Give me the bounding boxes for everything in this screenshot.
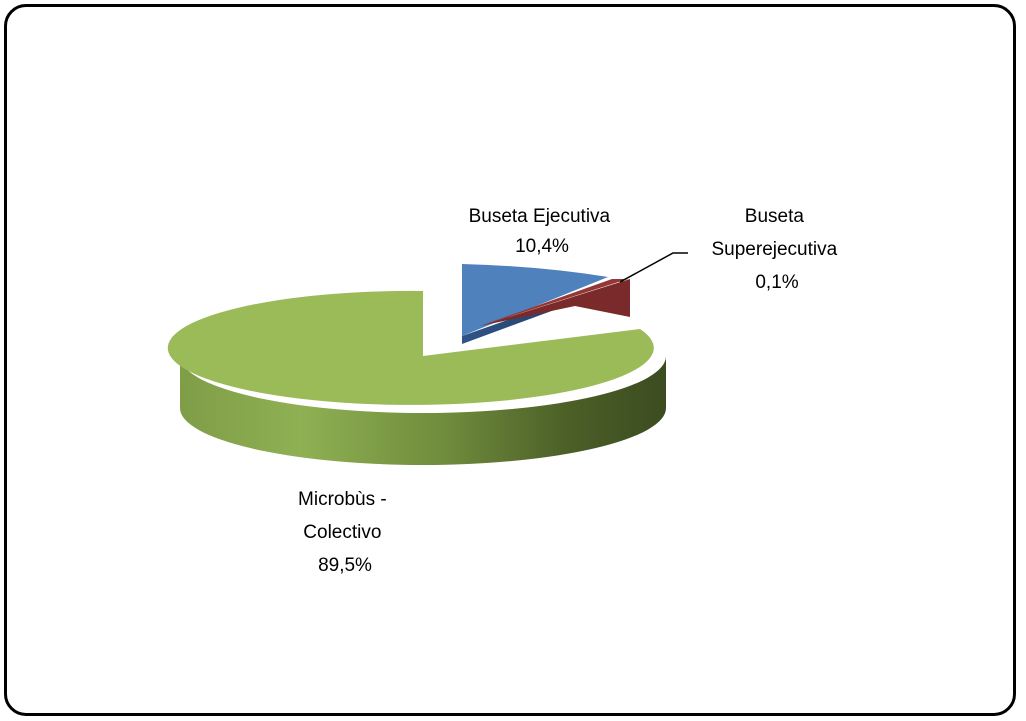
slice-buseta-superejecutiva-side [480,279,630,326]
label-microbus-colectivo: Microbùs - Colectivo 89,5% [298,489,392,576]
label-buseta-ejecutiva-line1: Buseta Ejecutiva [469,206,611,227]
slice-microbus-top [167,290,654,405]
leader-line-superejecutiva [619,252,688,283]
label-buseta-superejecutiva-value: 0,1% [755,272,798,293]
label-buseta-ejecutiva-value: 10,4% [515,236,569,257]
slice-buseta-superejecutiva-top [480,279,628,326]
slice-microbus-side [180,356,666,465]
label-microbus-line2: Colectivo [303,522,381,543]
label-microbus-value: 89,5% [318,555,372,576]
slice-microbus-colectivo [167,290,666,465]
slice-buseta-superejecutiva [480,279,630,326]
slice-buseta-ejecutiva-top [462,264,608,336]
label-microbus-line1: Microbùs - [298,489,387,510]
label-buseta-ejecutiva: Buseta Ejecutiva 10,4% [469,206,616,257]
label-buseta-superejecutiva: Buseta Superejecutiva 0,1% [712,206,843,293]
label-buseta-superejecutiva-line2: Superejecutiva [712,239,838,260]
label-buseta-superejecutiva-line1: Buseta [745,206,805,227]
